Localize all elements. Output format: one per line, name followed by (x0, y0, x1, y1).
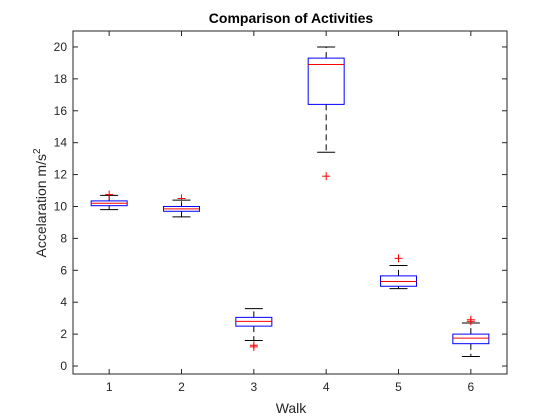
x-tick-label: 3 (250, 380, 257, 394)
x-tick-label: 6 (467, 380, 474, 394)
y-tick-label: 0 (60, 359, 67, 373)
x-tick-label: 1 (106, 380, 113, 394)
box-series (90, 46, 490, 357)
x-axis-label: Walk (276, 400, 308, 416)
x-axis: 1 2 3 4 5 6 (106, 31, 474, 394)
interquartile-box (452, 333, 490, 345)
y-tick-label: 16 (54, 104, 68, 118)
box-group-4 (307, 46, 345, 181)
x-tick-label: 5 (395, 380, 402, 394)
y-tick-label: 8 (60, 231, 67, 245)
x-tick-label: 2 (178, 380, 185, 394)
chart-title: Comparison of Activities (209, 10, 374, 26)
y-tick-label: 2 (60, 327, 67, 341)
outlier-marker (177, 194, 186, 203)
outlier-marker (322, 172, 331, 181)
outlier-marker (394, 254, 403, 263)
y-axis-label: Accelaration m/s2 (32, 148, 49, 257)
y-tick-label: 4 (60, 295, 67, 309)
y-tick-label: 14 (54, 136, 68, 150)
y-tick-label: 10 (54, 199, 68, 213)
outlier-marker (249, 342, 258, 351)
box-group-3 (235, 308, 273, 351)
y-tick-label: 18 (54, 72, 68, 86)
outlier-marker (466, 315, 475, 324)
y-tick-label: 6 (60, 263, 67, 277)
plot-area (72, 30, 508, 375)
outlier-marker (105, 190, 114, 199)
y-tick-label: 12 (54, 168, 68, 182)
box-group-6 (452, 315, 490, 357)
box-group-5 (380, 254, 417, 290)
y-tick-label: 20 (54, 40, 68, 54)
x-tick-label: 4 (323, 380, 330, 394)
y-axis-label-superscript: 2 (32, 148, 43, 154)
y-axis: 0 2 4 6 8 10 12 14 16 18 20 (54, 40, 507, 373)
y-axis-label-main: Accelaration m/s (33, 154, 49, 257)
box-group-1 (90, 190, 128, 211)
interquartile-box (307, 57, 345, 105)
box-group-2 (163, 194, 200, 218)
